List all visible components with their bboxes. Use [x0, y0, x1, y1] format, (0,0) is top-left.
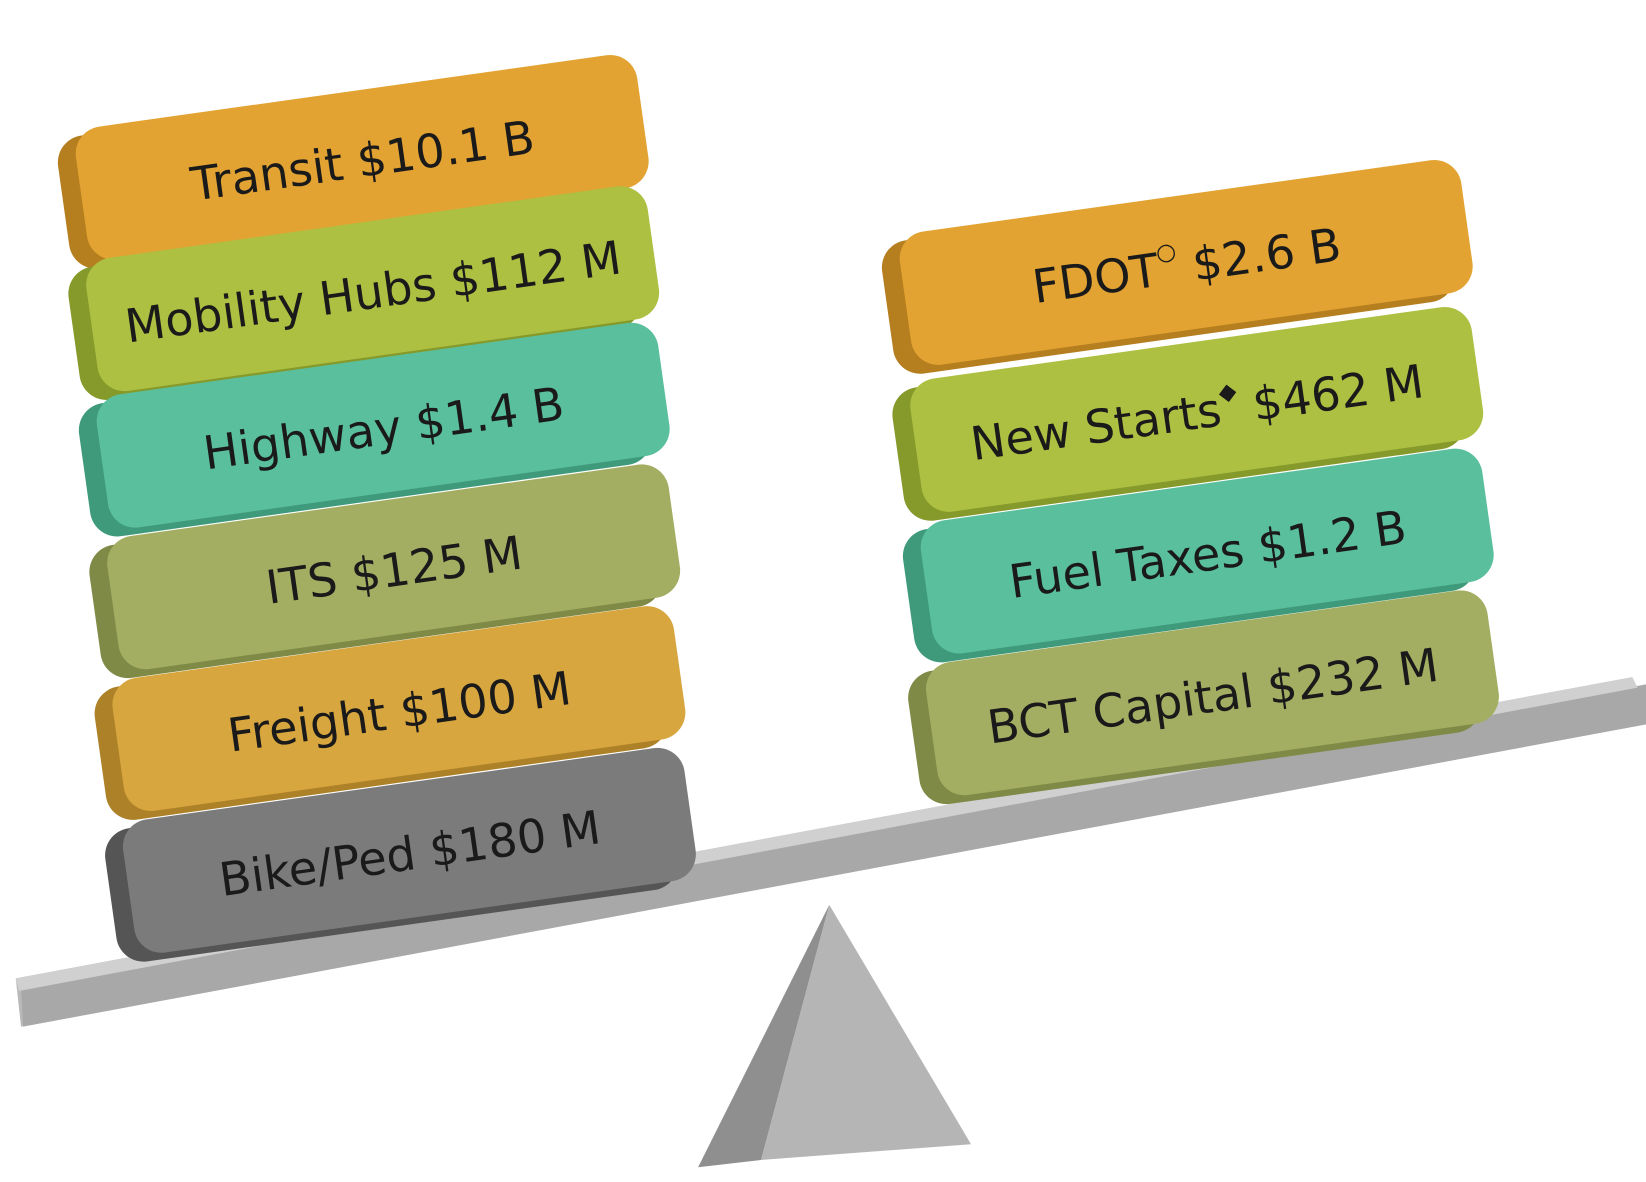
seesaw-illustration: Transit$10.1 BMobility Hubs$112 MHighway…	[0, 0, 1646, 1182]
block-name: ITS	[263, 551, 341, 614]
fulcrum	[698, 905, 971, 1167]
block-symbol: ○	[1154, 238, 1178, 267]
